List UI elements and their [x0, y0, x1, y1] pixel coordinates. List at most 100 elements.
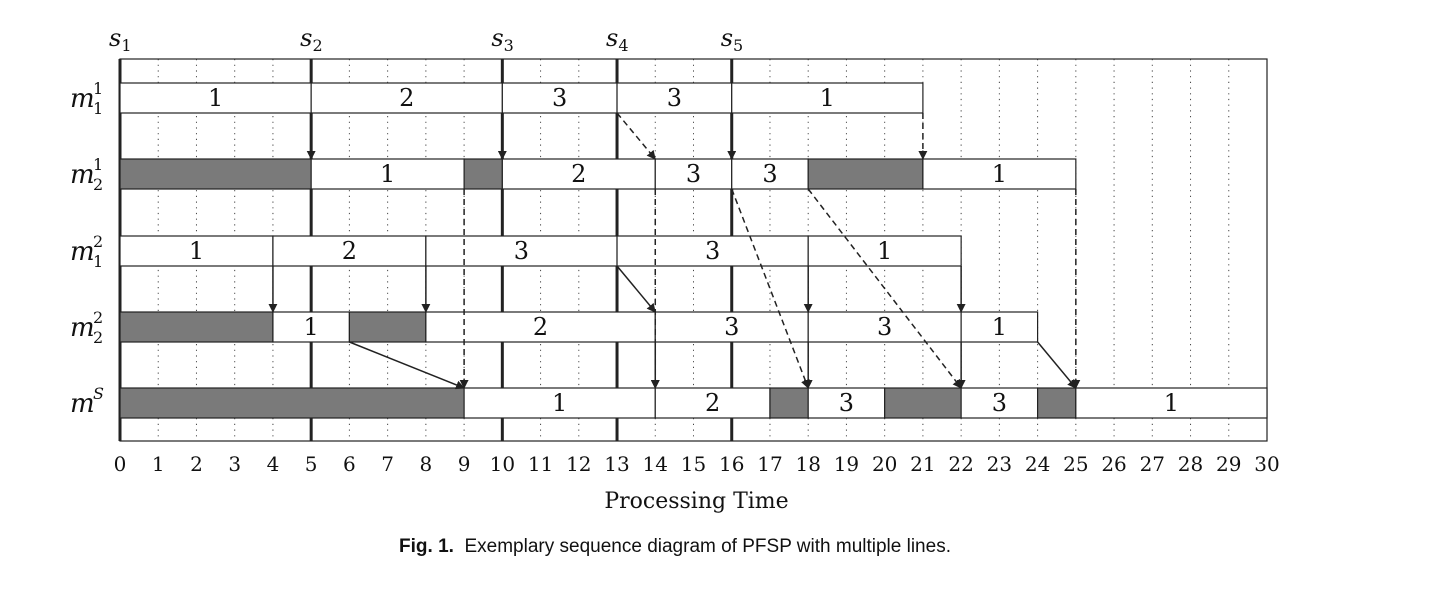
job-label: 1 — [380, 160, 395, 188]
idle-block — [884, 387, 962, 419]
x-tick-label: 5 — [305, 452, 318, 476]
job-block — [731, 158, 809, 190]
machine-superscript: 1 — [93, 79, 103, 98]
x-tick-label: 3 — [228, 452, 241, 476]
job-label: 1 — [552, 389, 567, 417]
dashed-arrow — [807, 188, 962, 389]
job-block — [654, 387, 771, 419]
machine-rows: 1 2 3 3 1 1 2 3 3 1 1 2 3 3 1 1 2 3 3 1 1 2 3 3 1 — [119, 82, 1268, 419]
machine-subscript: 2 — [93, 175, 103, 194]
idle-block — [1036, 387, 1077, 419]
job-block — [960, 387, 1039, 419]
x-tick-label: 8 — [419, 452, 432, 476]
job-label: 1 — [877, 237, 892, 265]
job-label: 3 — [877, 313, 892, 341]
job-label: 1 — [208, 84, 223, 112]
job-label: 2 — [571, 160, 586, 188]
job-label: 3 — [724, 313, 739, 341]
job-block — [310, 82, 503, 114]
job-block — [272, 235, 427, 267]
sequence-diagram: 1 2 3 3 11 2 3 3 11 2 3 3 11 2 3 3 11 2 3 3 1 s1 s2 s3 s4 s5m11m… — [70, 24, 1280, 514]
solid-arrow — [616, 265, 656, 313]
x-tick-label: 9 — [458, 452, 471, 476]
x-tick-label: 0 — [114, 452, 127, 476]
x-tick-label: 29 — [1216, 452, 1241, 476]
job-block — [654, 311, 809, 343]
job-label: 2 — [705, 389, 720, 417]
machine-label: m — [70, 160, 95, 190]
job-block — [616, 235, 809, 267]
machine-label: m — [70, 84, 95, 114]
job-block — [119, 235, 274, 267]
x-tick-label: 6 — [343, 452, 356, 476]
x-tick-label: 17 — [757, 452, 782, 476]
idle-block — [463, 158, 503, 190]
job-label: 1 — [992, 313, 1007, 341]
caption-label: Fig. 1. — [399, 536, 454, 557]
job-label: 1 — [304, 313, 319, 341]
job-block — [463, 387, 656, 419]
job-block — [807, 387, 886, 419]
job-block — [119, 82, 312, 114]
machine-subscript: 1 — [93, 99, 103, 118]
x-tick-label: 28 — [1178, 452, 1203, 476]
job-block — [807, 235, 962, 267]
job-label: 3 — [686, 160, 701, 188]
x-tick-label: 18 — [795, 452, 820, 476]
x-tick-label: 16 — [719, 452, 744, 476]
x-tick-label: 27 — [1140, 452, 1165, 476]
machine-label: m — [70, 389, 95, 419]
job-block — [807, 311, 962, 343]
job-block — [616, 82, 733, 114]
job-label: 3 — [552, 84, 567, 112]
x-tick-label: 22 — [948, 452, 973, 476]
idle-block — [119, 311, 274, 343]
x-tick-label: 1 — [152, 452, 165, 476]
figure-caption: Fig. 1. Exemplary sequence diagram of PF… — [0, 536, 1350, 558]
machine-superscript: 1 — [93, 155, 103, 174]
job-block — [501, 82, 618, 114]
job-block — [425, 311, 656, 343]
stage-label: s4 — [606, 24, 629, 55]
dashed-arrow — [731, 188, 810, 389]
stage-label: s5 — [721, 24, 744, 55]
dashed-arrow — [616, 112, 656, 160]
dependency-arrows — [268, 112, 1081, 390]
x-tick-label: 30 — [1254, 452, 1279, 476]
idle-block — [769, 387, 809, 419]
job-label: 2 — [342, 237, 357, 265]
solid-arrow — [349, 341, 465, 390]
machine-superscript: 2 — [93, 232, 103, 251]
job-label: 2 — [533, 313, 548, 341]
x-axis: 0 1 2 3 4 5 6 7 8 9 10 11 12 13 14 15 16 17 18 19 20 21 22 23 24… — [114, 452, 1280, 514]
job-label: 3 — [705, 237, 720, 265]
x-tick-label: 23 — [987, 452, 1012, 476]
solid-arrow — [1037, 341, 1077, 389]
x-tick-label: 19 — [834, 452, 859, 476]
stage-label: s2 — [300, 24, 323, 55]
x-tick-label: 2 — [190, 452, 203, 476]
stage-label: s3 — [491, 24, 514, 55]
job-label: 1 — [820, 84, 835, 112]
job-label: 3 — [667, 84, 682, 112]
job-label: 3 — [514, 237, 529, 265]
job-block — [731, 82, 924, 114]
x-tick-label: 26 — [1101, 452, 1126, 476]
machine-subscript: 1 — [93, 252, 103, 271]
x-axis-label: Processing Time — [604, 489, 788, 514]
job-label: 3 — [839, 389, 854, 417]
job-block — [310, 158, 465, 190]
job-label: 3 — [762, 160, 777, 188]
x-tick-label: 12 — [566, 452, 591, 476]
job-block — [922, 158, 1077, 190]
x-tick-label: 24 — [1025, 452, 1050, 476]
x-tick-label: 20 — [872, 452, 897, 476]
x-tick-label: 21 — [910, 452, 935, 476]
idle-block — [119, 387, 465, 419]
job-label: 3 — [992, 389, 1007, 417]
job-block — [960, 311, 1039, 343]
idle-block — [119, 158, 312, 190]
x-tick-label: 11 — [528, 452, 553, 476]
x-tick-label: 14 — [643, 452, 668, 476]
